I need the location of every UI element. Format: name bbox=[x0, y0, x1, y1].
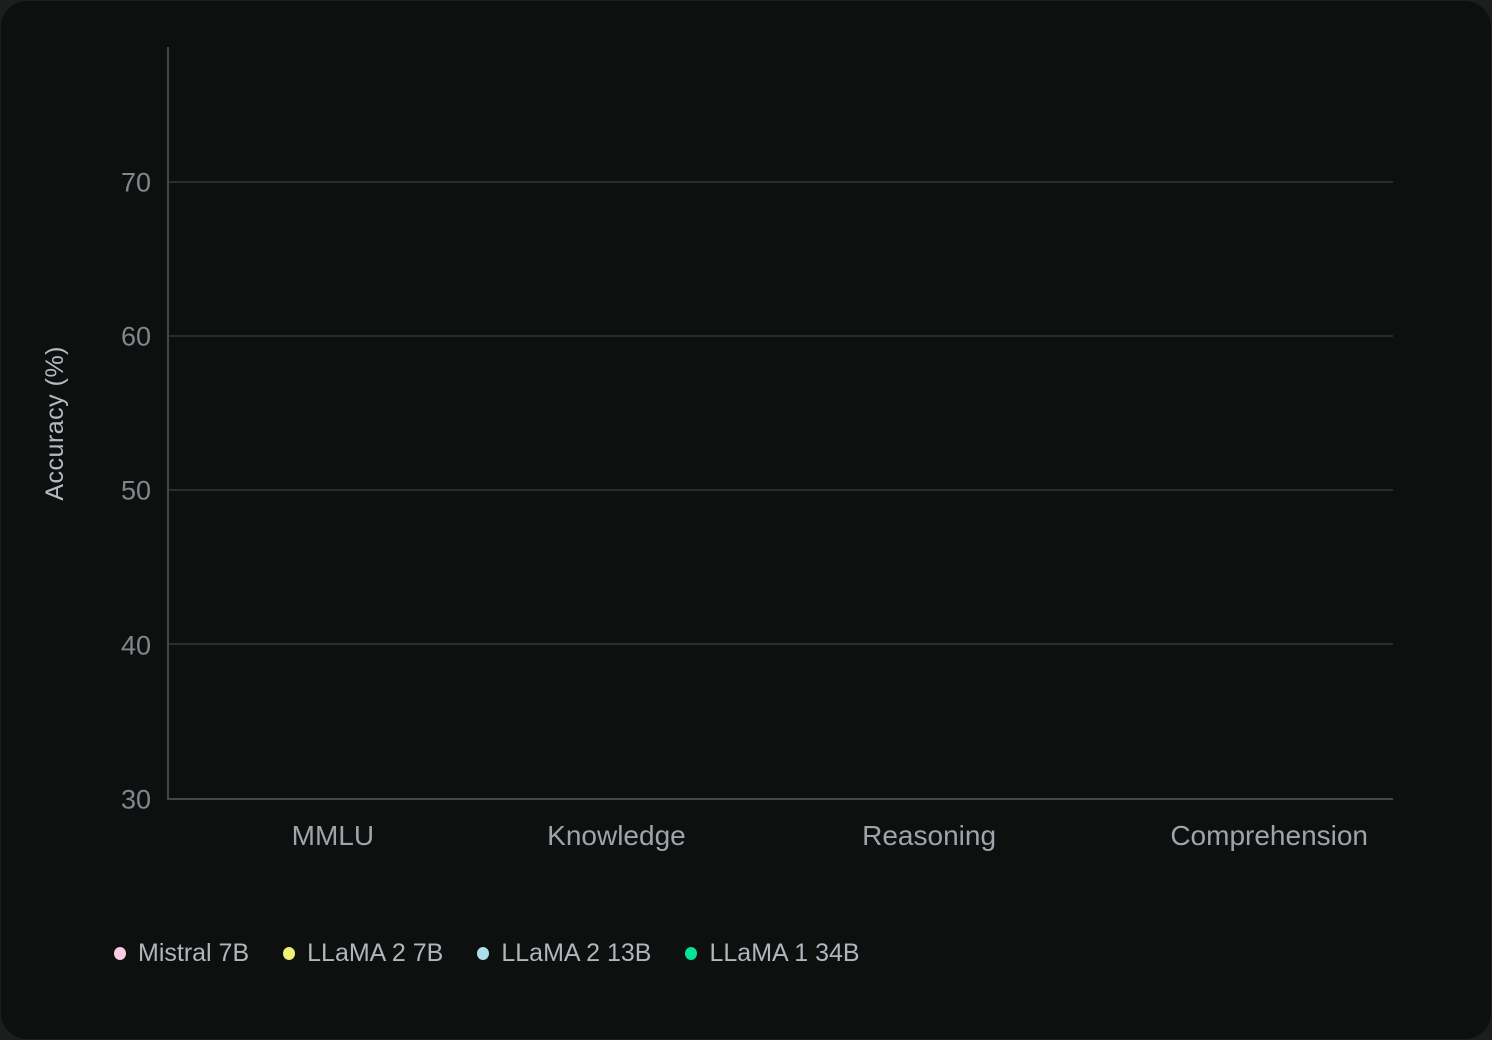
legend-dot-llama-1-34b bbox=[685, 947, 698, 960]
legend-label-llama-2-7b: LLaMA 2 7B bbox=[307, 939, 444, 967]
legend-dot-llama-2-13b bbox=[477, 947, 490, 960]
legend-dot-mistral-7b bbox=[114, 947, 126, 960]
gridline-60 bbox=[169, 335, 1393, 338]
y-axis-ticks: 30 40 50 60 70 bbox=[41, 47, 151, 813]
gridline-40 bbox=[169, 643, 1393, 646]
x-axis-labels: MMLU Knowledge Reasoning Comprehension bbox=[167, 802, 1393, 866]
plot-area bbox=[167, 47, 1393, 800]
gridline-70 bbox=[169, 181, 1393, 184]
y-tick-label-60: 60 bbox=[120, 321, 151, 352]
legend: Mistral 7B LLaMA 2 7B LLaMA 2 13B LLaMA 1 3… bbox=[114, 939, 860, 968]
legend-label-llama-1-34b: LLaMA 1 34B bbox=[709, 939, 860, 967]
x-axis-label-reasoning: Reasoning bbox=[862, 820, 997, 851]
x-axis-label-mmlu: MMLU bbox=[291, 820, 375, 851]
legend-dot-llama-2-7b bbox=[283, 947, 296, 960]
legend-item-mistral-7b[interactable]: Mistral 7B bbox=[114, 939, 249, 968]
x-axis-label-comprehension: Comprehension bbox=[1170, 820, 1369, 851]
gridline-50 bbox=[169, 489, 1393, 492]
x-axis-label-knowledge: Knowledge bbox=[547, 820, 686, 851]
y-tick-label-40: 40 bbox=[120, 630, 151, 661]
y-tick-label-30: 30 bbox=[120, 784, 151, 815]
legend-item-llama-2-13b[interactable]: LLaMA 2 13B bbox=[477, 939, 651, 968]
legend-item-llama-2-7b[interactable]: LLaMA 2 7B bbox=[283, 939, 443, 968]
y-tick-label-50: 50 bbox=[120, 475, 151, 506]
legend-item-llama-1-34b[interactable]: LLaMA 1 34B bbox=[685, 939, 860, 968]
y-tick-label-70: 70 bbox=[120, 167, 151, 198]
legend-label-mistral-7b: Mistral 7B bbox=[138, 939, 250, 967]
legend-label-llama-2-13b: LLaMA 2 13B bbox=[501, 939, 652, 967]
